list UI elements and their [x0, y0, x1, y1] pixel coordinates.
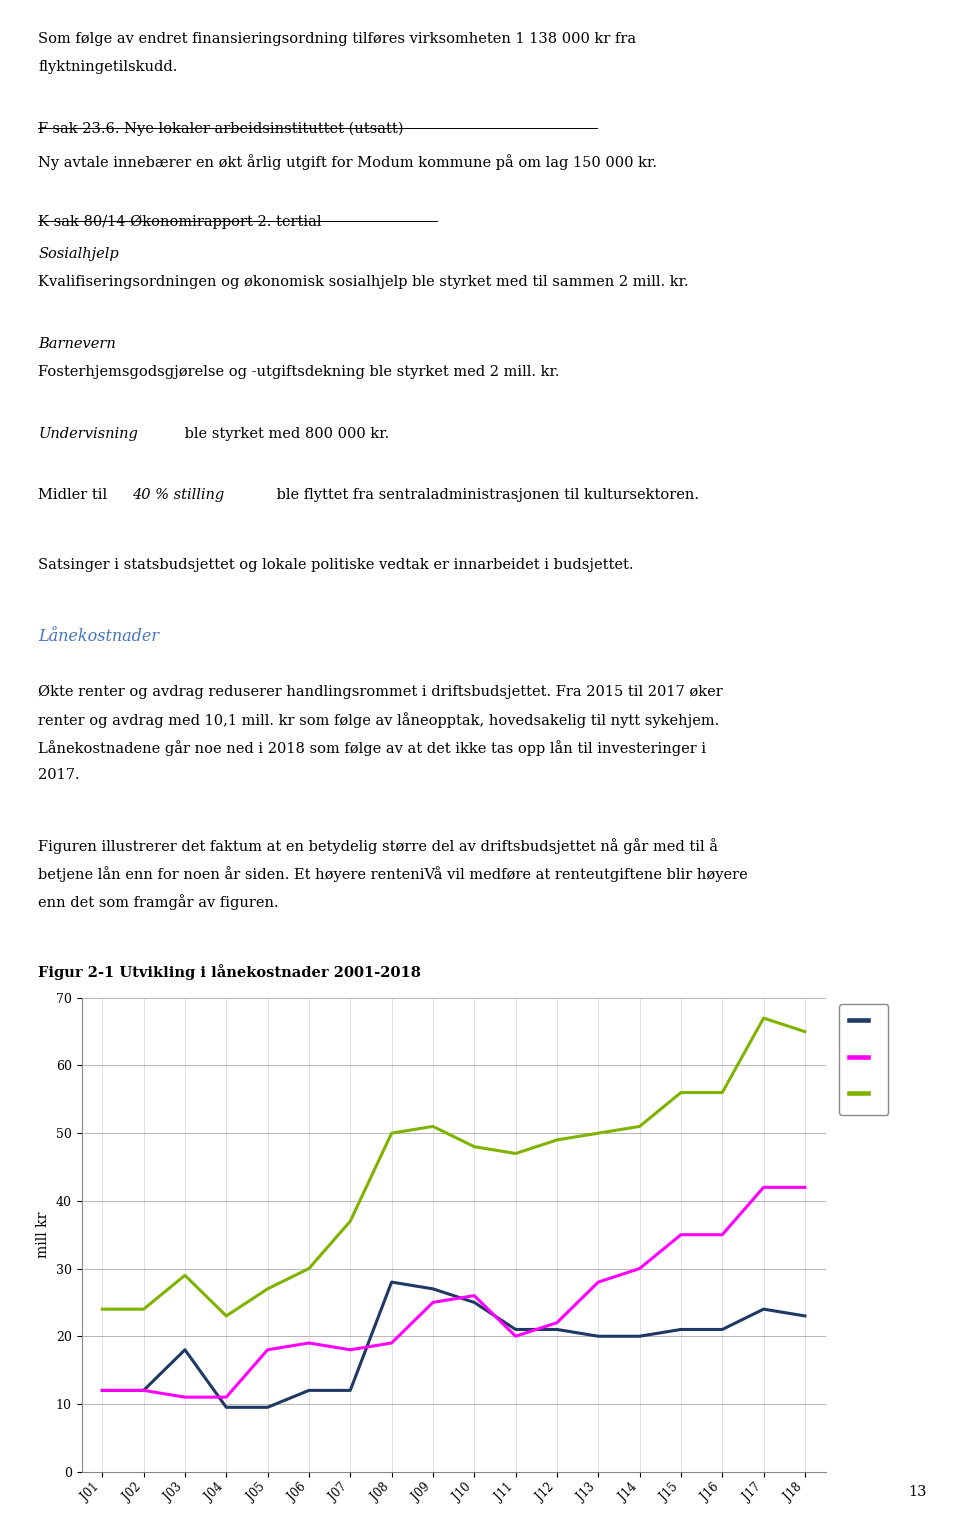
Text: renter og avdrag med 10,1 mill. kr som følge av låneopptak, hovedsakelig til nyt: renter og avdrag med 10,1 mill. kr som f… — [38, 713, 720, 728]
Text: Midler til: Midler til — [38, 489, 112, 503]
Text: Fosterhjemsgodsgjørelse og -utgiftsdekning ble styrket med 2 mill. kr.: Fosterhjemsgodsgjørelse og -utgiftsdekni… — [38, 365, 560, 378]
Y-axis label: mill kr: mill kr — [36, 1211, 50, 1258]
Text: flyktningetilskudd.: flyktningetilskudd. — [38, 59, 178, 74]
Text: Økte renter og avdrag reduserer handlingsrommet i driftsbudsjettet. Fra 2015 til: Økte renter og avdrag reduserer handling… — [38, 684, 723, 698]
Text: K sak 80/14 Økonomirapport 2. tertial: K sak 80/14 Økonomirapport 2. tertial — [38, 215, 322, 230]
Text: Figuren illustrerer det faktum at en betydelig større del av driftsbudsjettet nå: Figuren illustrerer det faktum at en bet… — [38, 839, 718, 854]
Text: Undervisning: Undervisning — [38, 427, 138, 441]
Text: ble styrket med 800 000 kr.: ble styrket med 800 000 kr. — [180, 427, 390, 441]
Text: Ny avtale innebærer en økt årlig utgift for Modum kommune på om lag 150 000 kr.: Ny avtale innebærer en økt årlig utgift … — [38, 153, 658, 170]
Text: Kvalifiseringsordningen og økonomisk sosialhjelp ble styrket med til sammen 2 mi: Kvalifiseringsordningen og økonomisk sos… — [38, 276, 689, 289]
Legend: , , : , , — [839, 1004, 888, 1114]
Text: betjene lån enn for noen år siden. Et høyere renteniVå vil medføre at renteutgif: betjene lån enn for noen år siden. Et hø… — [38, 866, 748, 883]
Text: enn det som framgår av figuren.: enn det som framgår av figuren. — [38, 895, 279, 910]
Text: Sosialhjelp: Sosialhjelp — [38, 247, 119, 262]
Text: 40 % stilling: 40 % stilling — [132, 489, 225, 503]
Text: Som følge av endret finansieringsordning tilføres virksomheten 1 138 000 kr fra: Som følge av endret finansieringsordning… — [38, 32, 636, 45]
Text: F-sak 23.6. Nye lokaler arbeidsinstituttet (utsatt): F-sak 23.6. Nye lokaler arbeidsinstitutt… — [38, 121, 404, 136]
Text: Barnevern: Barnevern — [38, 338, 116, 351]
Text: 2017.: 2017. — [38, 769, 80, 783]
Text: ble flyttet fra sentraladministrasjonen til kultursektoren.: ble flyttet fra sentraladministrasjonen … — [272, 489, 699, 503]
Text: 13: 13 — [908, 1485, 926, 1499]
Text: Satsinger i statsbudsjettet og lokale politiske vedtak er innarbeidet i budsjett: Satsinger i statsbudsjettet og lokale po… — [38, 559, 634, 572]
Text: Figur 2-1 Utvikling i lånekostnader 2001-2018: Figur 2-1 Utvikling i lånekostnader 2001… — [38, 964, 421, 981]
Text: Lånekostnadene går noe ned i 2018 som følge av at det ikke tas opp lån til inves: Lånekostnadene går noe ned i 2018 som fø… — [38, 740, 707, 757]
Text: Lånekostnader: Lånekostnader — [38, 628, 159, 645]
